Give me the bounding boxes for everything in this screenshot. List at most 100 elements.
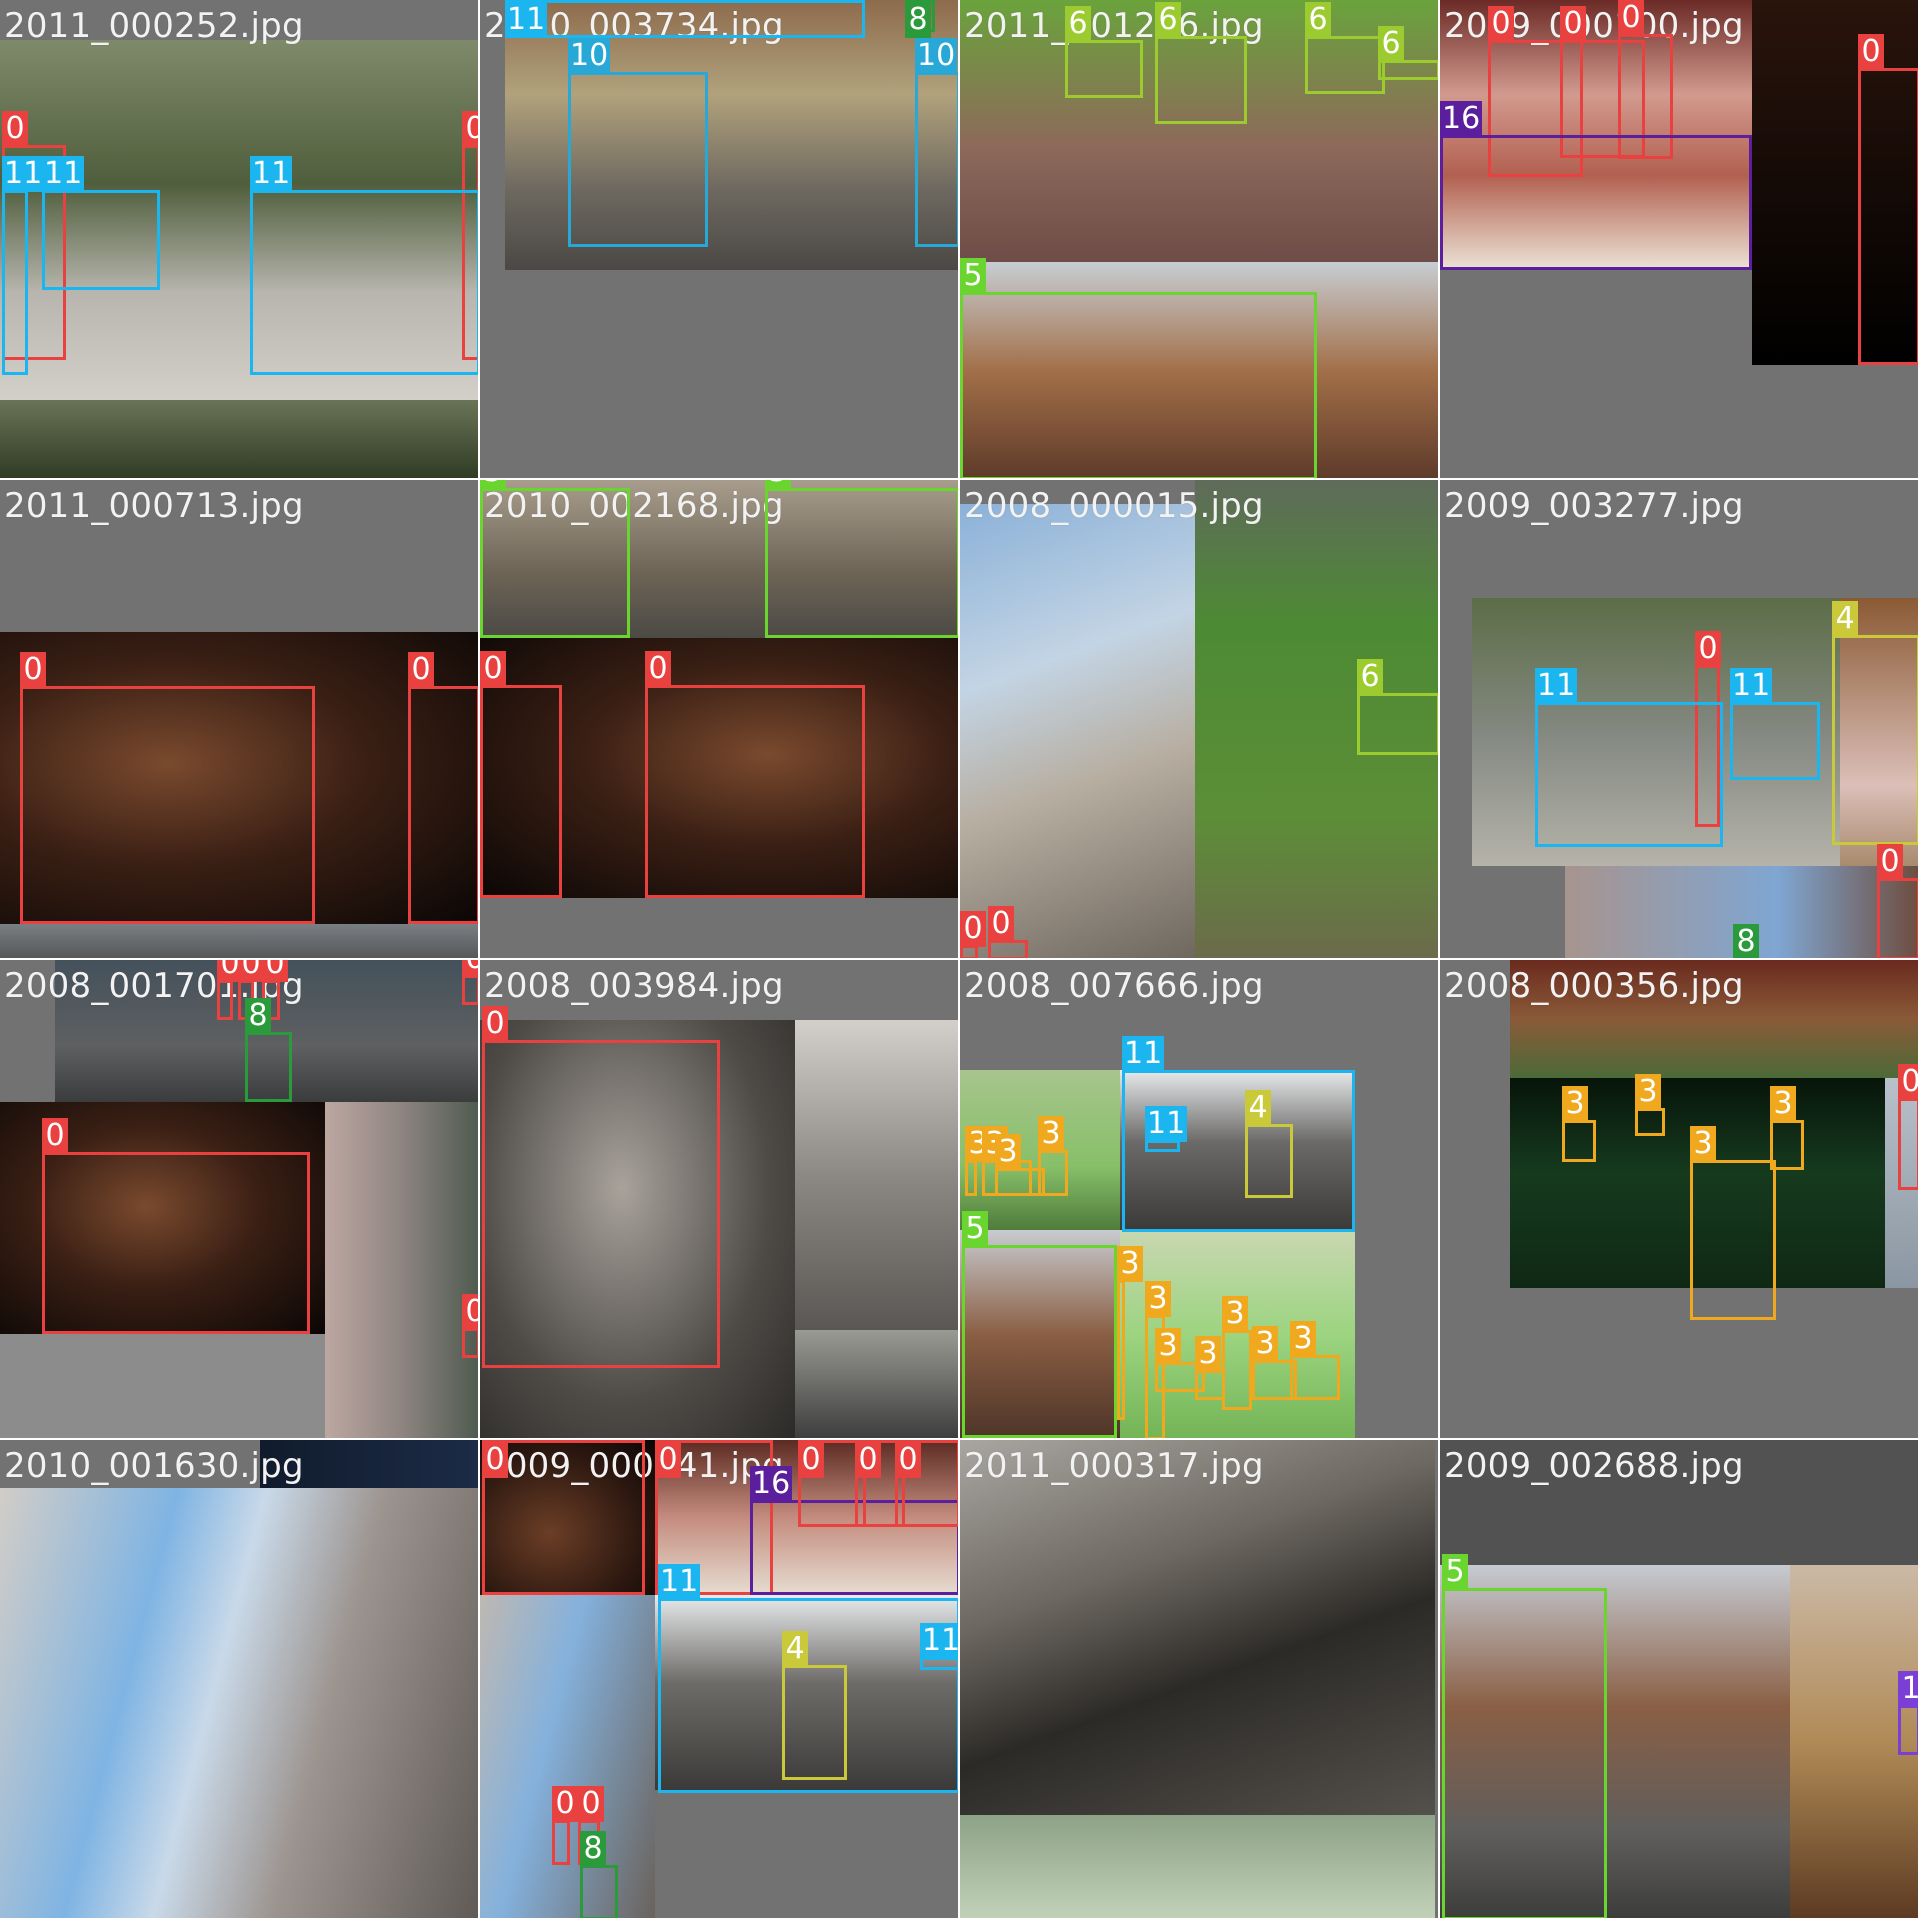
class-label: 11	[920, 1623, 958, 1659]
class-label: 0	[1618, 0, 1644, 36]
box-person: 0	[1695, 631, 1721, 827]
mosaic-tile: 2009_003277.jpg 4 0 11 11 0 8	[1440, 480, 1920, 960]
filename-label: 2011_000317.jpg	[964, 1446, 1264, 1486]
box-horse: 5	[765, 480, 958, 638]
filename-label: 2009_000141.jpg	[484, 1446, 784, 1486]
filename-label: 2010_001630.jpg	[4, 1446, 304, 1486]
box-person: 0	[798, 1440, 866, 1527]
filename-label: 2011_000252.jpg	[4, 6, 304, 46]
class-label: 8	[580, 1831, 606, 1867]
class-label: 16	[750, 1466, 793, 1502]
filename-label: 2008_000356.jpg	[1444, 966, 1744, 1006]
class-label: 5	[962, 1211, 988, 1247]
class-label: 0	[462, 960, 478, 977]
box-car: 11	[505, 0, 865, 38]
photo-gray-fill	[0, 1334, 325, 1438]
class-label: 10	[915, 38, 958, 74]
box-car: 11	[1122, 1036, 1355, 1232]
box-dog: 4	[1245, 1090, 1293, 1198]
class-label: 3	[1117, 1246, 1143, 1282]
class-label: 5	[960, 258, 986, 294]
photo-dog-closeup	[1840, 598, 1918, 866]
class-label: 5	[765, 480, 791, 490]
box-dog: 4	[782, 1631, 847, 1780]
mosaic-tile: 2009_000141.jpg 0 0 16 0 0 0 11 4 11 0 0…	[480, 1440, 960, 1920]
mosaic-tile: 2010_001630.jpg	[0, 1440, 480, 1920]
class-label: 11	[2, 156, 45, 192]
photo-grass	[960, 1815, 1435, 1918]
class-label: 6	[1155, 2, 1181, 38]
box-person: 0	[1618, 0, 1673, 159]
class-label: 1	[1898, 1671, 1918, 1707]
box-sheep: 6	[1378, 26, 1438, 80]
box-car: 11	[1730, 668, 1820, 780]
mosaic-tile: 2008_003984.jpg 0	[480, 960, 960, 1440]
class-label: 3	[1290, 1321, 1316, 1357]
photo-man-drinking	[480, 1440, 655, 1595]
mosaic-tile: 2008_001701.jpg 0 0 0 8 0 0 0	[0, 960, 480, 1440]
class-label: 8	[1733, 924, 1759, 958]
class-label: 3	[1252, 1326, 1278, 1362]
class-label: 3	[1690, 1126, 1716, 1162]
photo-building	[795, 1330, 958, 1438]
box-person: 0	[482, 1006, 720, 1368]
box-chair: 1	[1898, 1671, 1918, 1755]
photo-street-cars	[0, 400, 478, 478]
class-label: 0	[482, 1442, 508, 1478]
class-label: 0	[42, 1118, 68, 1154]
box-cow: 3	[1562, 1086, 1596, 1162]
box-sheep: 6	[1065, 6, 1143, 98]
class-label: 11	[1535, 668, 1578, 704]
box-person: 0	[655, 1440, 773, 1595]
box-person: 0	[552, 1786, 578, 1865]
filename-label: 2008_007666.jpg	[964, 966, 1264, 1006]
box-car: 11	[42, 156, 160, 290]
mosaic-tile: 2011_000317.jpg	[960, 1440, 1440, 1920]
class-label: 0	[645, 651, 671, 687]
mosaic-tile: 2011_000713.jpg 0 0	[0, 480, 480, 960]
class-label: 0	[1898, 1064, 1918, 1100]
class-label: 0	[1488, 6, 1514, 42]
class-label: 0	[408, 652, 434, 688]
mosaic-tile: 2011_001266.jpg 6 6 6 6 5	[960, 0, 1440, 480]
photo-building-sky	[960, 504, 1195, 958]
class-label: 0	[552, 1786, 578, 1822]
class-label: 3	[1038, 1116, 1064, 1152]
mosaic-tile: 2010_002168.jpg 5 5 0 0	[480, 480, 960, 960]
class-label: 3	[995, 1134, 1021, 1170]
class-label: 3	[1770, 1086, 1796, 1122]
mosaic-tile: 2008_007666.jpg 11 11 4 3 3 3 3 5 3 3 3 …	[960, 960, 1440, 1440]
box-person: 0	[462, 1294, 478, 1358]
class-label: 0	[988, 906, 1014, 942]
class-label: 0	[895, 1442, 921, 1478]
box-horse: 5	[962, 1211, 1117, 1438]
box-car: 11	[1145, 1106, 1188, 1152]
photo-horse-carriage	[1440, 1565, 1790, 1918]
photo-street-car	[1472, 598, 1840, 866]
class-label: 0	[480, 651, 506, 687]
photo-narrow-street	[480, 1595, 655, 1918]
photo-sheep-field	[960, 0, 1438, 262]
class-label: 3	[1635, 1074, 1661, 1110]
photo-dark-restaurant	[1752, 0, 1918, 365]
box-cow: 3	[965, 1126, 991, 1196]
box-car: 11	[2, 156, 45, 375]
class-label: 4	[1832, 601, 1858, 637]
filename-label: 2010_002168.jpg	[484, 486, 784, 526]
box-person: 0	[408, 652, 478, 924]
class-label: 8	[905, 2, 931, 38]
box-cow: 3	[1635, 1074, 1665, 1136]
mosaic-tile: 2009_000100.jpg 0 0 0 16 0	[1440, 0, 1920, 480]
box-person: 0	[217, 960, 243, 1020]
photo-cat-chair	[960, 1440, 1435, 1815]
class-label: 6	[1357, 659, 1383, 695]
box-horse: 5	[960, 258, 1317, 478]
photo-leaves-bicycle	[1510, 960, 1918, 1078]
box-car: 11	[250, 156, 478, 375]
class-label: 3	[1145, 1281, 1171, 1317]
class-label: 0	[1695, 631, 1721, 667]
class-label: 4	[1245, 1090, 1271, 1126]
mosaic-tile: 2010_003734.jpg 11 8 10 10	[480, 0, 960, 480]
mosaic-tile: 2009_002688.jpg 5 1	[1440, 1440, 1920, 1920]
